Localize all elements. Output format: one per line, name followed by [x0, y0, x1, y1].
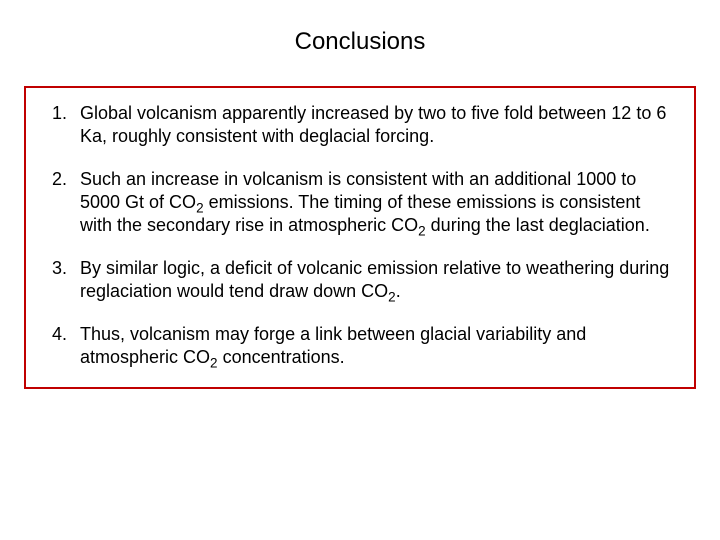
- subscript: 2: [388, 290, 396, 305]
- slide: Conclusions Global volcanism apparently …: [0, 0, 720, 540]
- subscript: 2: [196, 201, 204, 216]
- subscript: 2: [418, 224, 426, 239]
- conclusions-box: Global volcanism apparently increased by…: [24, 86, 696, 389]
- slide-title: Conclusions: [0, 0, 720, 76]
- conclusion-item: Such an increase in volcanism is consist…: [72, 168, 676, 237]
- conclusion-item: Thus, volcanism may forge a link between…: [72, 323, 676, 369]
- conclusion-item: By similar logic, a deficit of volcanic …: [72, 257, 676, 303]
- conclusion-item: Global volcanism apparently increased by…: [72, 102, 676, 148]
- conclusions-list: Global volcanism apparently increased by…: [44, 102, 676, 369]
- subscript: 2: [210, 356, 218, 371]
